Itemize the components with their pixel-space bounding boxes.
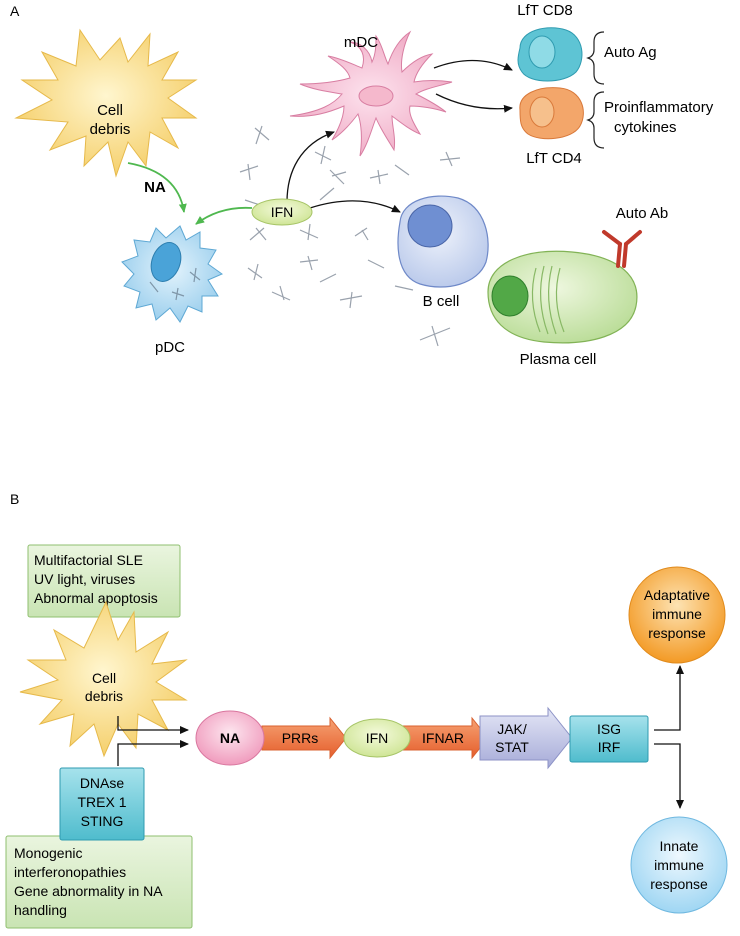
b-cell-label: B cell xyxy=(423,293,460,310)
dnase-line2: TREX 1 xyxy=(77,794,126,810)
to-adaptive-arrow xyxy=(654,665,684,731)
isg-irf-line2: IRF xyxy=(598,739,621,755)
auto-ab-label: Auto Ab xyxy=(616,205,669,222)
jak-stat-line2: STAT xyxy=(495,739,529,755)
adaptive-response-circle xyxy=(628,566,726,664)
jak-stat-line1: JAK/ xyxy=(497,721,527,737)
factors-line2: UV light, viruses xyxy=(34,571,135,587)
dnase-to-na-arrow xyxy=(117,740,189,766)
plasma-nucleus xyxy=(491,275,529,317)
mdc-to-cd8-arrow xyxy=(433,59,513,71)
antibody-icon xyxy=(602,230,642,268)
ifn-to-bcell-arrow xyxy=(309,200,401,213)
adaptive-line3: response xyxy=(648,625,706,641)
innate-line3: response xyxy=(650,876,708,892)
plasma-cell xyxy=(487,250,638,344)
cd8-nucleus xyxy=(528,35,556,69)
proinflammatory-line2: cytokines xyxy=(614,119,677,136)
adaptive-line1: Adaptative xyxy=(644,587,710,603)
jak-stat-arrow xyxy=(479,706,573,770)
monogenic-line1: Monogenic xyxy=(14,845,83,861)
na-circle xyxy=(195,710,265,766)
adaptive-line2: immune xyxy=(652,606,702,622)
cell-debris-line2: debris xyxy=(90,121,131,138)
factors-line3: Abnormal apoptosis xyxy=(34,590,158,606)
isg-irf-line1: ISG xyxy=(597,721,621,737)
cell-debris-b-line1: Cell xyxy=(92,670,116,686)
plasma-cell-label: Plasma cell xyxy=(520,351,597,368)
cd4-nucleus xyxy=(529,96,555,128)
cell-debris-b-line2: debris xyxy=(85,688,123,704)
dnase-line3: STING xyxy=(81,813,124,829)
b-cell-nucleus xyxy=(407,204,453,248)
debris-marks xyxy=(239,125,461,347)
ifn-ellipse-b xyxy=(343,718,411,758)
dnase-box xyxy=(59,767,145,841)
prrs-arrow xyxy=(261,716,347,760)
ifn-ellipse-a xyxy=(251,198,313,226)
ifn-label-a: IFN xyxy=(271,204,294,220)
na-circle-label: NA xyxy=(220,730,240,746)
ifn-label-b: IFN xyxy=(366,730,389,746)
lft-cd4-label: LfT CD4 xyxy=(526,150,582,167)
ifnar-label: IFNAR xyxy=(422,730,464,746)
factors-line1: Multifactorial SLE xyxy=(34,552,143,568)
innate-line1: Innate xyxy=(660,838,699,854)
auto-ag-brace xyxy=(586,31,605,85)
monogenic-line4: handling xyxy=(14,902,67,918)
ifn-to-pdc-arrow xyxy=(195,206,253,225)
pdc-marks xyxy=(149,267,201,301)
pdc-nucleus xyxy=(150,242,182,282)
proinflammatory-line1: Proinflammatory xyxy=(604,99,714,116)
panel-b-label: B xyxy=(10,491,19,507)
pdc-label: pDC xyxy=(155,339,185,356)
na-arrow xyxy=(127,162,187,213)
plasma-er xyxy=(531,265,565,335)
auto-ag-label: Auto Ag xyxy=(604,44,657,61)
mdc-to-cd4-arrow xyxy=(435,93,513,113)
lft-cd8-label: LfT CD8 xyxy=(517,2,573,19)
ifn-to-mdc-arrow xyxy=(286,130,335,203)
debris-to-na-arrow xyxy=(117,716,189,734)
innate-line2: immune xyxy=(654,857,704,873)
panel-a-label: A xyxy=(10,3,20,19)
mdc-nucleus xyxy=(358,85,394,107)
isg-irf-box xyxy=(569,715,649,763)
cytokines-brace xyxy=(586,91,605,149)
monogenic-line2: interferonopathies xyxy=(14,864,126,880)
na-label: NA xyxy=(144,179,166,196)
prrs-label: PRRs xyxy=(282,730,319,746)
cell-debris-line1: Cell xyxy=(97,102,123,119)
cell-debris-starburst xyxy=(14,28,198,178)
monogenic-line3: Gene abnormality in NA xyxy=(14,883,163,899)
innate-response-circle xyxy=(630,816,728,914)
mdc-label: mDC xyxy=(344,34,378,51)
dnase-line1: DNAse xyxy=(80,775,125,791)
to-innate-arrow xyxy=(654,743,684,809)
